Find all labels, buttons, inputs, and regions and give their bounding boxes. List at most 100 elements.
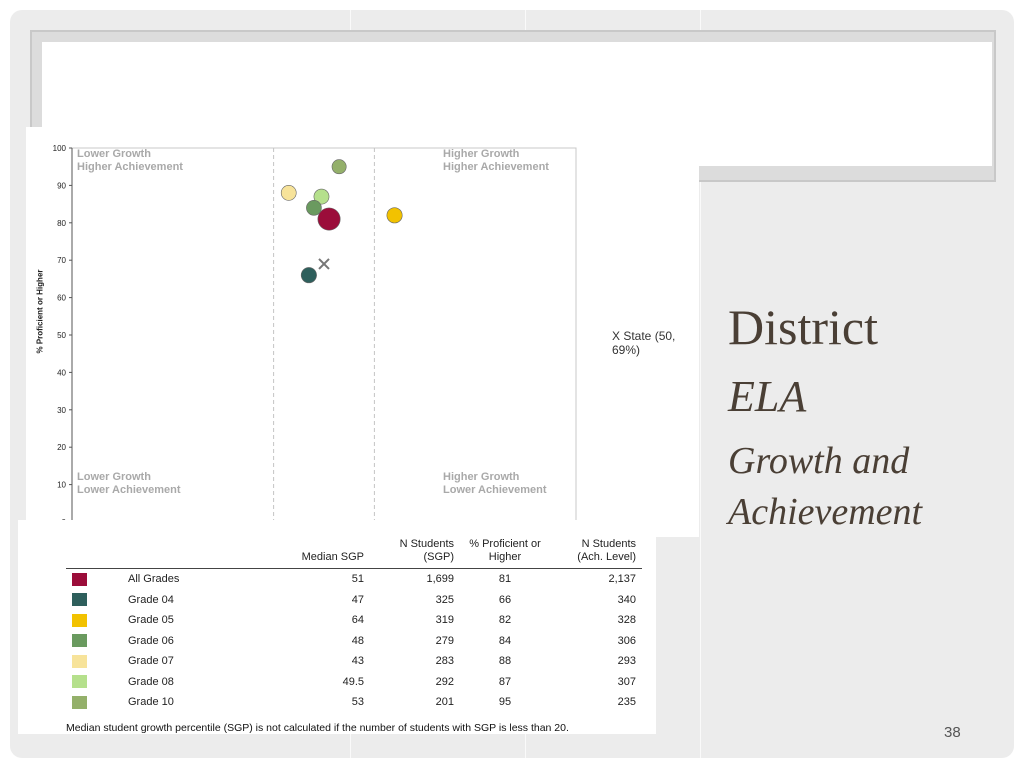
y-tick-label: 40 bbox=[57, 368, 66, 377]
table-cell-median-sgp: 48 bbox=[351, 634, 364, 647]
table-cell-median-sgp: 49.5 bbox=[342, 675, 364, 688]
quadrant-label-line: Higher Growth bbox=[443, 471, 520, 483]
table-cell-n-ach: 307 bbox=[617, 675, 636, 688]
color-swatch bbox=[72, 613, 87, 627]
y-tick-label: 100 bbox=[53, 144, 67, 153]
state-reference-label: X State (50, 69%) bbox=[612, 329, 676, 357]
table-cell-name: Grade 05 bbox=[128, 614, 174, 627]
page-number: 38 bbox=[944, 724, 961, 741]
table-header-row: Median SGP N Students (SGP) % Proficient… bbox=[66, 538, 642, 569]
table-cell-proficient: 95 bbox=[498, 696, 512, 709]
table-cell-swatch bbox=[66, 692, 118, 713]
table-cell-n-sgp: 292 bbox=[435, 675, 454, 688]
table-header-median-sgp: Median SGP bbox=[280, 538, 370, 569]
color-swatch bbox=[72, 675, 87, 689]
table-header-n-sgp: N Students (SGP) bbox=[370, 538, 460, 569]
quadrant-label-line: Higher Achievement bbox=[77, 161, 183, 173]
table-cell-n-sgp: 201 bbox=[435, 696, 454, 709]
table-cell-proficient: 84 bbox=[498, 634, 512, 647]
table-cell-n-sgp: 279 bbox=[435, 634, 454, 647]
y-tick-label: 30 bbox=[57, 406, 66, 415]
table-cell-swatch bbox=[66, 631, 118, 652]
table-cell-n-sgp: 325 bbox=[435, 593, 454, 606]
color-swatch bbox=[72, 593, 87, 607]
data-point bbox=[386, 207, 403, 224]
table-header-swatch bbox=[66, 538, 118, 569]
data-table-panel: Median SGP N Students (SGP) % Proficient… bbox=[18, 520, 656, 734]
slide-title-district: District bbox=[728, 299, 878, 355]
table-cell-n-ach: 306 bbox=[617, 634, 636, 647]
table-cell-median-sgp: 51 bbox=[351, 573, 364, 586]
y-tick-label: 60 bbox=[57, 294, 66, 303]
quadrant-label-top-left: Lower Growth Higher Achievement bbox=[77, 148, 183, 174]
y-tick-label: 20 bbox=[57, 443, 66, 452]
table-cell-swatch bbox=[66, 651, 118, 672]
data-point bbox=[300, 267, 317, 284]
table-cell-proficient: 87 bbox=[498, 675, 512, 688]
color-swatch bbox=[72, 695, 87, 709]
quadrant-label-bottom-left: Lower Growth Lower Achievement bbox=[77, 471, 181, 497]
slide-subtitle-line: Growth and bbox=[728, 440, 910, 482]
slide-title-ela: ELA bbox=[728, 372, 807, 421]
table-cell-name: Grade 06 bbox=[128, 634, 174, 647]
y-tick-label: 70 bbox=[57, 256, 66, 265]
table-cell-swatch bbox=[66, 672, 118, 693]
table-footnote: Median student growth percentile (SGP) i… bbox=[66, 722, 569, 734]
scatter-chart: 0102030405060708090100010203040506070809… bbox=[26, 127, 699, 537]
table-cell-n-ach: 235 bbox=[617, 696, 636, 709]
table-header-n-ach: N Students (Ach. Level) bbox=[550, 538, 642, 569]
table-cell-median-sgp: 43 bbox=[351, 655, 364, 668]
table-cell-proficient: 88 bbox=[498, 655, 512, 668]
plot-area bbox=[71, 147, 577, 523]
table-cell-name: Grade 07 bbox=[128, 655, 174, 668]
table-row: Grade 08 49.5 292 87 307 bbox=[66, 672, 642, 693]
table-cell-swatch bbox=[66, 569, 118, 590]
slide-subtitle-line: Achievement bbox=[728, 491, 923, 533]
table-cell-name: Grade 08 bbox=[128, 675, 174, 688]
data-point bbox=[306, 200, 322, 216]
table-body: All Grades 51 1,699 81 2,137 Grade 04 47 325 66 3… bbox=[66, 569, 642, 713]
y-tick-label: 50 bbox=[57, 331, 66, 340]
data-point bbox=[313, 188, 330, 205]
table-row: All Grades 51 1,699 81 2,137 bbox=[66, 569, 642, 590]
data-point bbox=[331, 159, 347, 175]
y-axis-label: % Proficient or Higher bbox=[35, 269, 45, 354]
color-swatch bbox=[72, 572, 87, 586]
quadrant-label-line: Higher Achievement bbox=[443, 161, 549, 173]
color-swatch bbox=[72, 634, 87, 648]
table-header-proficient: % Proficient or Higher bbox=[460, 538, 550, 569]
table-cell-median-sgp: 47 bbox=[351, 593, 364, 606]
slide: 0102030405060708090100010203040506070809… bbox=[10, 10, 1014, 758]
table-row: Grade 06 48 279 84 306 bbox=[66, 631, 642, 652]
table-cell-proficient: 66 bbox=[498, 593, 512, 606]
table-row: Grade 04 47 325 66 340 bbox=[66, 590, 642, 611]
y-tick-label: 80 bbox=[57, 219, 66, 228]
quadrant-label-top-right: Higher Growth Higher Achievement bbox=[443, 148, 549, 174]
data-table: Median SGP N Students (SGP) % Proficient… bbox=[66, 538, 642, 713]
table-row: Grade 05 64 319 82 328 bbox=[66, 610, 642, 631]
table-cell-name: Grade 04 bbox=[128, 593, 174, 606]
table-cell-median-sgp: 53 bbox=[351, 696, 364, 709]
slide-subtitle: Growth and Achievement bbox=[728, 436, 922, 538]
table-cell-swatch bbox=[66, 610, 118, 631]
table-cell-median-sgp: 64 bbox=[351, 614, 364, 627]
table-header-name bbox=[118, 538, 280, 569]
background-line bbox=[700, 10, 701, 758]
quadrant-label-line: Lower Achievement bbox=[443, 484, 547, 496]
quadrant-label-line: Lower Growth bbox=[77, 148, 151, 160]
data-point bbox=[317, 207, 341, 231]
quadrant-label-line: Higher Growth bbox=[443, 148, 520, 160]
table-cell-n-ach: 328 bbox=[617, 614, 636, 627]
table-cell-n-sgp: 1,699 bbox=[426, 573, 454, 586]
color-swatch bbox=[72, 654, 87, 668]
table-row: Grade 10 53 201 95 235 bbox=[66, 692, 642, 713]
table-cell-n-ach: 293 bbox=[617, 655, 636, 668]
table-cell-proficient: 82 bbox=[498, 614, 512, 627]
table-cell-name: All Grades bbox=[128, 573, 180, 586]
quadrant-label-line: Lower Growth bbox=[77, 471, 151, 483]
table-row: Grade 07 43 283 88 293 bbox=[66, 651, 642, 672]
y-tick-label: 10 bbox=[57, 481, 66, 490]
table-cell-name: Grade 10 bbox=[128, 696, 174, 709]
y-tick-label: 90 bbox=[57, 181, 66, 190]
table-cell-swatch bbox=[66, 590, 118, 611]
